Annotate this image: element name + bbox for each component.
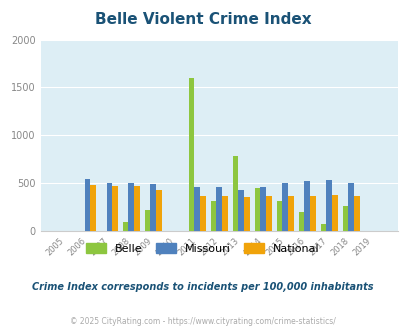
Bar (353, 196, 359, 231)
Bar (309, 196, 315, 231)
Bar (210, 201, 216, 231)
Text: © 2025 CityRating.com - https://www.cityrating.com/crime-statistics/: © 2025 CityRating.com - https://www.city… (70, 317, 335, 326)
Bar (232, 156, 238, 231)
Legend: Belle, Missouri, National: Belle, Missouri, National (86, 243, 319, 254)
Bar (342, 206, 347, 231)
Bar (150, 184, 156, 231)
Text: Crime Index corresponds to incidents per 100,000 inhabitants: Crime Index corresponds to incidents per… (32, 282, 373, 292)
Bar (128, 183, 134, 231)
Bar (122, 222, 128, 231)
Bar (331, 195, 337, 231)
Bar (188, 78, 194, 231)
Bar (200, 196, 205, 231)
Bar (145, 210, 150, 231)
Bar (243, 197, 249, 231)
Text: Belle Violent Crime Index: Belle Violent Crime Index (94, 12, 311, 26)
Bar (347, 183, 353, 231)
Bar (134, 186, 140, 231)
Bar (156, 190, 162, 231)
Bar (222, 196, 227, 231)
Bar (298, 212, 303, 231)
Bar (320, 224, 326, 231)
Bar (254, 188, 260, 231)
Bar (326, 180, 331, 231)
Bar (303, 181, 309, 231)
Bar (238, 190, 243, 231)
Bar (216, 187, 222, 231)
Bar (276, 201, 281, 231)
Bar (265, 196, 271, 231)
Bar (260, 187, 265, 231)
Bar (287, 196, 293, 231)
Bar (84, 179, 90, 231)
Bar (112, 186, 117, 231)
Bar (90, 185, 96, 231)
Bar (281, 183, 287, 231)
Bar (106, 183, 112, 231)
Bar (194, 187, 200, 231)
